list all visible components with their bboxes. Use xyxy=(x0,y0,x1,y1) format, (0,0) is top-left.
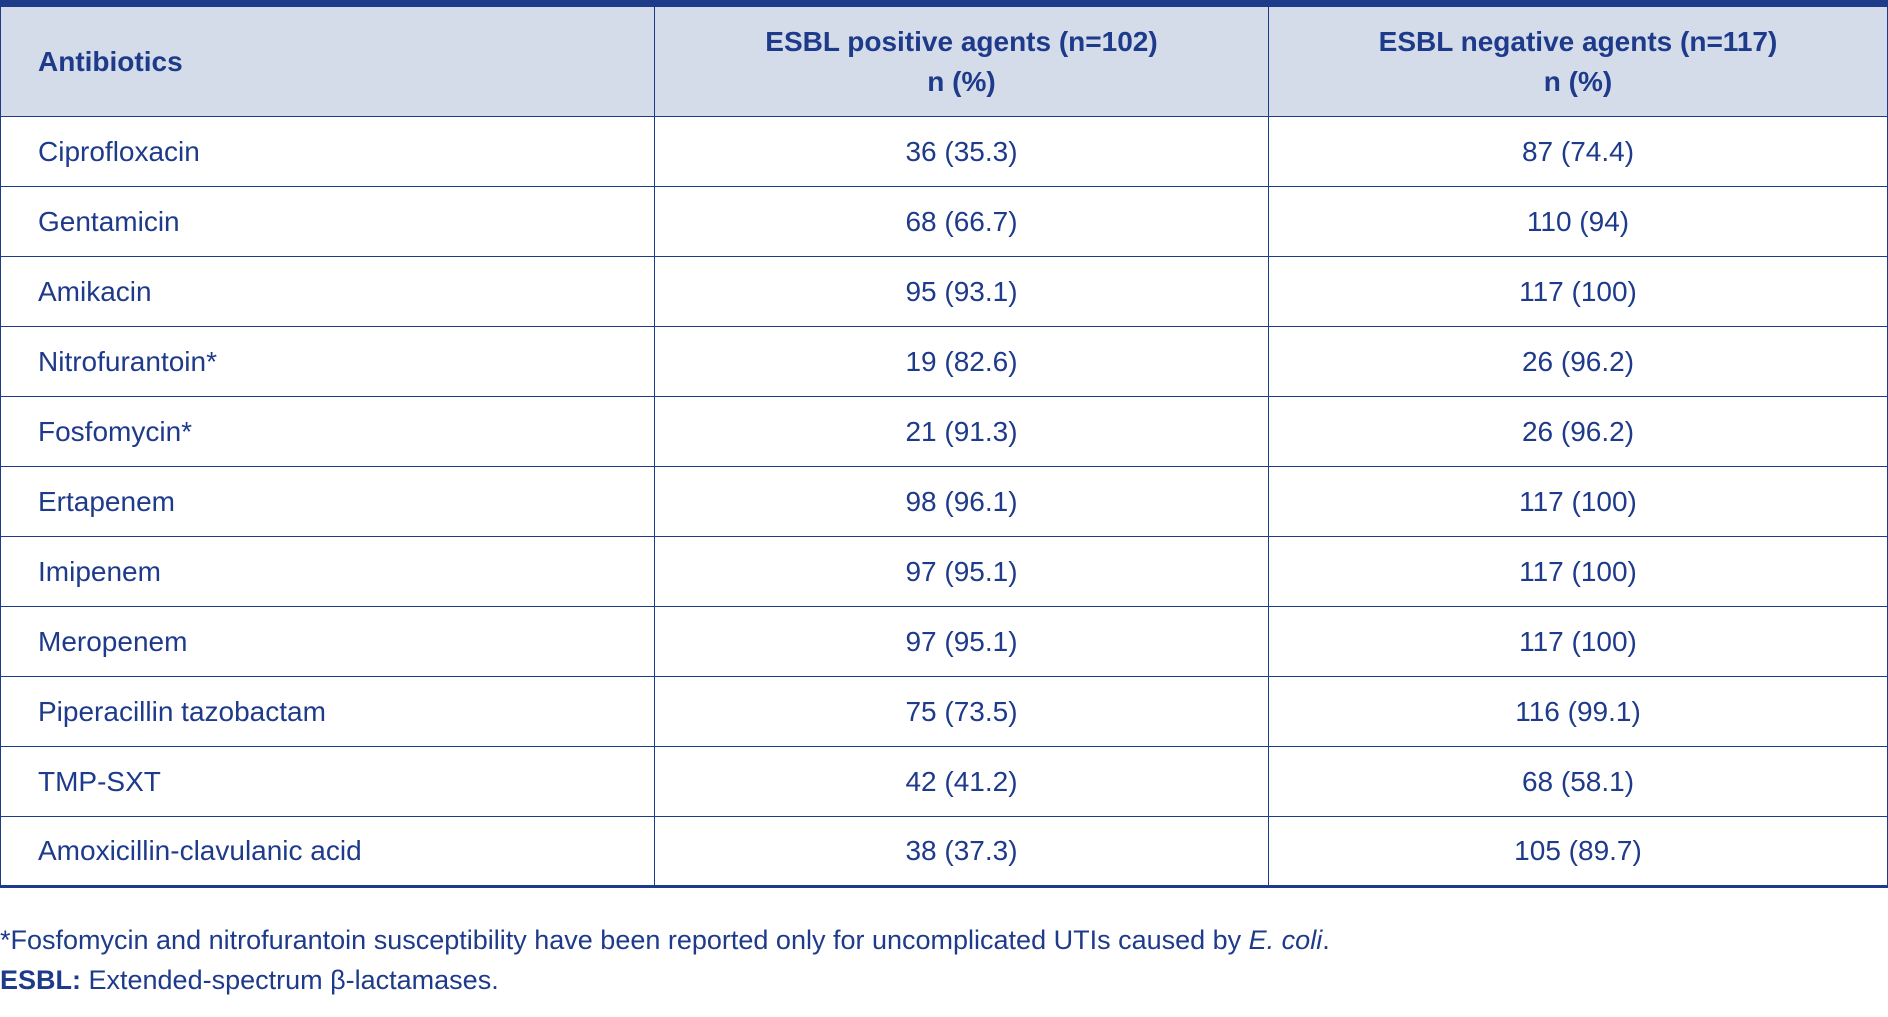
header-row: Antibiotics ESBL positive agents (n=102)… xyxy=(0,3,1888,117)
esbl-positive-value: 38 (37.3) xyxy=(654,816,1269,887)
antibiotic-name: Amoxicillin-clavulanic acid xyxy=(0,816,655,887)
table-row: TMP-SXT 42 (41.2) 68 (58.1) xyxy=(0,746,1888,817)
esbl-negative-value: 87 (74.4) xyxy=(1268,116,1888,187)
table-row: Amikacin 95 (93.1) 117 (100) xyxy=(0,256,1888,327)
antibiotic-name: Fosfomycin* xyxy=(0,396,655,467)
esbl-negative-value: 68 (58.1) xyxy=(1268,746,1888,817)
footnote-organism: E. coli xyxy=(1248,925,1323,955)
table-row: Nitrofurantoin* 19 (82.6) 26 (96.2) xyxy=(0,326,1888,397)
header-esbl-negative: ESBL negative agents (n=117) n (%) xyxy=(1268,3,1888,117)
header-esbl-negative-title: ESBL negative agents (n=117) xyxy=(1378,25,1778,57)
header-esbl-positive-title: ESBL positive agents (n=102) xyxy=(765,25,1158,57)
footnote-susceptibility-text: *Fosfomycin and nitrofurantoin susceptib… xyxy=(0,925,1249,955)
esbl-negative-value: 117 (100) xyxy=(1268,466,1888,537)
esbl-positive-value: 68 (66.7) xyxy=(654,186,1269,257)
footnote-abbreviation: ESBL: Extended-spectrum β-lactamases. xyxy=(0,960,1888,1000)
esbl-negative-value: 116 (99.1) xyxy=(1268,676,1888,747)
antibiotic-name: Ertapenem xyxy=(0,466,655,537)
header-esbl-positive: ESBL positive agents (n=102) n (%) xyxy=(654,3,1269,117)
antibiotic-name: Nitrofurantoin* xyxy=(0,326,655,397)
footnote-abbreviation-text: Extended-spectrum β-lactamases. xyxy=(81,965,499,995)
esbl-negative-value: 110 (94) xyxy=(1268,186,1888,257)
table-row: Ciprofloxacin 36 (35.3) 87 (74.4) xyxy=(0,116,1888,187)
table-body: Ciprofloxacin 36 (35.3) 87 (74.4) Gentam… xyxy=(0,116,1888,887)
table-row: Ertapenem 98 (96.1) 117 (100) xyxy=(0,466,1888,537)
esbl-positive-value: 19 (82.6) xyxy=(654,326,1269,397)
table-footnotes: *Fosfomycin and nitrofurantoin susceptib… xyxy=(0,920,1888,1000)
footnote-susceptibility: *Fosfomycin and nitrofurantoin susceptib… xyxy=(0,920,1888,960)
antibiotic-name: TMP-SXT xyxy=(0,746,655,817)
header-esbl-positive-unit: n (%) xyxy=(927,65,996,97)
antibiotic-name: Gentamicin xyxy=(0,186,655,257)
esbl-positive-value: 75 (73.5) xyxy=(654,676,1269,747)
esbl-positive-value: 42 (41.2) xyxy=(654,746,1269,817)
antibiotic-name: Piperacillin tazobactam xyxy=(0,676,655,747)
esbl-negative-value: 26 (96.2) xyxy=(1268,326,1888,397)
esbl-negative-value: 105 (89.7) xyxy=(1268,816,1888,887)
antibiotic-name: Amikacin xyxy=(0,256,655,327)
table-row: Meropenem 97 (95.1) 117 (100) xyxy=(0,606,1888,677)
table-row: Piperacillin tazobactam 75 (73.5) 116 (9… xyxy=(0,676,1888,747)
table-row: Fosfomycin* 21 (91.3) 26 (96.2) xyxy=(0,396,1888,467)
esbl-positive-value: 21 (91.3) xyxy=(654,396,1269,467)
esbl-positive-value: 95 (93.1) xyxy=(654,256,1269,327)
table-row: Imipenem 97 (95.1) 117 (100) xyxy=(0,536,1888,607)
footnote-abbreviation-label: ESBL: xyxy=(0,965,81,995)
esbl-negative-value: 117 (100) xyxy=(1268,606,1888,677)
footnote-susceptibility-end: . xyxy=(1322,925,1330,955)
table-row: Amoxicillin-clavulanic acid 38 (37.3) 10… xyxy=(0,816,1888,887)
table-header: Antibiotics ESBL positive agents (n=102)… xyxy=(0,3,1888,117)
antibiotic-name: Imipenem xyxy=(0,536,655,607)
esbl-positive-value: 97 (95.1) xyxy=(654,606,1269,677)
esbl-negative-value: 117 (100) xyxy=(1268,256,1888,327)
esbl-positive-value: 36 (35.3) xyxy=(654,116,1269,187)
header-antibiotics-label: Antibiotics xyxy=(38,45,183,77)
susceptibility-table: Antibiotics ESBL positive agents (n=102)… xyxy=(0,0,1888,888)
antibiotic-name: Meropenem xyxy=(0,606,655,677)
esbl-positive-value: 98 (96.1) xyxy=(654,466,1269,537)
esbl-negative-value: 117 (100) xyxy=(1268,536,1888,607)
esbl-positive-value: 97 (95.1) xyxy=(654,536,1269,607)
header-esbl-negative-unit: n (%) xyxy=(1543,65,1613,97)
esbl-negative-value: 26 (96.2) xyxy=(1268,396,1888,467)
antibiotic-name: Ciprofloxacin xyxy=(0,116,655,187)
table-row: Gentamicin 68 (66.7) 110 (94) xyxy=(0,186,1888,257)
header-antibiotics: Antibiotics xyxy=(0,3,655,117)
